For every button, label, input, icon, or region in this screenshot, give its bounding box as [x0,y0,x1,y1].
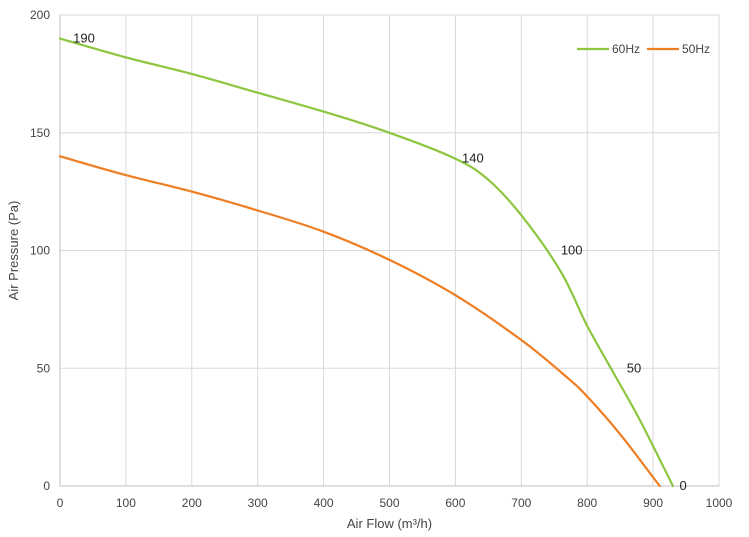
x-tick-label: 1000 [706,496,733,510]
series-line-60hz [58,37,674,488]
y-tick-label: 0 [43,479,50,493]
data-label: 100 [561,243,583,258]
data-label: 0 [679,478,686,493]
y-tick-label: 50 [37,361,51,375]
series-lines [58,37,674,488]
x-tick-labels: 0 100 200 300 400 500 600 700 800 900 1000 [57,496,733,510]
x-tick-label: 400 [314,496,334,510]
y-tick-labels: 0 50 100 150 200 [30,8,50,493]
x-tick-label: 600 [445,496,465,510]
axes [59,15,719,487]
y-tick-label: 200 [30,8,50,22]
x-tick-label: 900 [643,496,663,510]
grid [59,14,720,487]
series-line-50hz [58,155,661,488]
annotations: 190 140 100 50 0 [73,31,687,493]
data-label: 140 [462,151,484,166]
y-tick-label: 100 [30,244,50,258]
x-tick-label: 500 [379,496,399,510]
data-label: 50 [627,360,641,375]
x-tick-label: 200 [182,496,202,510]
legend-label-60hz: 60Hz [612,42,640,56]
x-tick-label: 100 [116,496,136,510]
x-tick-label: 700 [511,496,531,510]
x-tick-label: 800 [577,496,597,510]
x-axis-title: Air Flow (m³/h) [347,516,432,531]
y-axis-title: Air Pressure (Pa) [6,201,21,301]
x-tick-label: 0 [57,496,64,510]
x-tick-label: 300 [248,496,268,510]
legend-label-50hz: 50Hz [682,42,710,56]
data-label: 190 [73,31,95,46]
legend: 60Hz 50Hz [577,42,710,56]
y-tick-label: 150 [30,126,50,140]
